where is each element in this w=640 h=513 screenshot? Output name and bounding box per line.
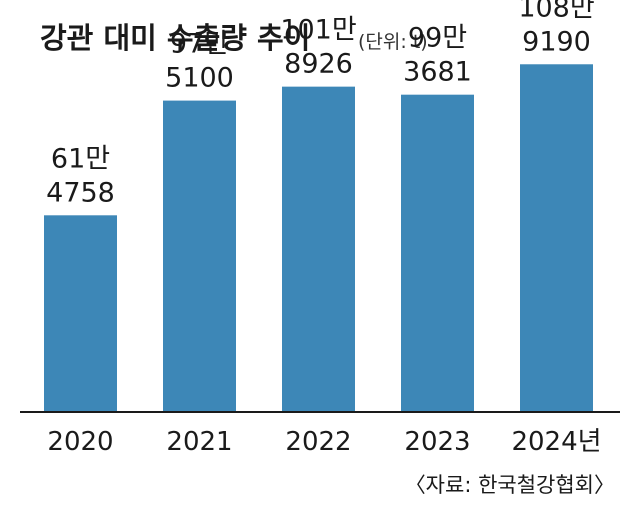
- x-tick-2022: 2022: [285, 427, 351, 457]
- x-tick-2024년: 2024년: [511, 427, 601, 457]
- bar-2021: [163, 100, 236, 411]
- unit-label: (단위: t): [358, 31, 428, 53]
- data-label-2021-2: 5100: [165, 63, 234, 94]
- data-label-2020-2: 4758: [46, 177, 115, 208]
- data-label-2023-1: 99만: [408, 23, 467, 54]
- x-tick-2020: 2020: [47, 427, 113, 457]
- bar-2023: [401, 94, 474, 411]
- data-label-2021-1: 97만: [170, 29, 229, 60]
- data-label-2024년-1: 108만: [518, 0, 594, 23]
- data-label-2024년-2: 9190: [522, 26, 591, 57]
- data-label-2022-2: 8926: [284, 49, 353, 80]
- x-tick-2021: 2021: [166, 427, 232, 457]
- data-label-2020-1: 61만: [51, 143, 110, 174]
- bar-2022: [282, 86, 355, 411]
- bar-2024년: [520, 64, 593, 412]
- chart-title: 강관 대미 수출량 추이: [40, 21, 310, 55]
- data-label-2022-1: 101만: [280, 15, 356, 46]
- data-label-2023-2: 3681: [403, 57, 472, 88]
- x-tick-2023: 2023: [404, 427, 470, 457]
- source-note: 〈자료: 한국철강협회〉: [405, 473, 615, 497]
- bar-2020: [44, 215, 117, 411]
